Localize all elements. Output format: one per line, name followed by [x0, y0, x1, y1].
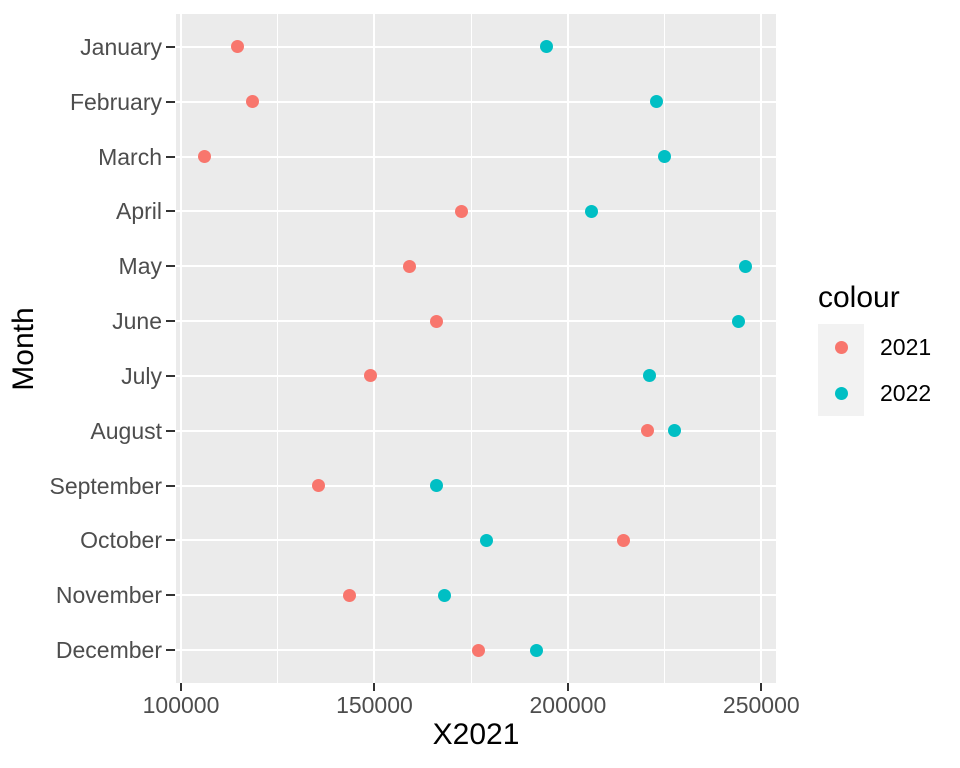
data-point-april-2021 [454, 204, 468, 218]
x-axis-tick-100000 [180, 683, 183, 691]
y-axis-tick-september [166, 484, 175, 487]
legend: colour 2021 2022 [818, 282, 931, 416]
legend-items: 2021 2022 [818, 324, 931, 416]
gridline-minor-175000 [470, 14, 472, 683]
data-point-february-2021 [246, 95, 260, 109]
data-point-february-2022 [650, 95, 664, 109]
gridline-minor-225000 [664, 14, 666, 683]
gridline-major-august [176, 429, 776, 432]
y-axis-tick-august [166, 429, 175, 432]
data-point-august-2021 [640, 424, 654, 438]
legend-title: colour [818, 281, 900, 314]
y-axis-label-may: May [118, 253, 162, 280]
legend-swatch-2022-icon [834, 386, 848, 400]
y-axis-label-september: September [49, 472, 162, 499]
data-point-july-2021 [364, 369, 378, 383]
data-point-september-2021 [311, 479, 325, 493]
gridline-major-250000 [760, 14, 763, 683]
y-axis-tick-february [166, 100, 175, 103]
gridline-major-january [176, 45, 776, 48]
legend-item-2022: 2022 [818, 370, 931, 416]
y-axis-tick-march [166, 155, 175, 158]
y-axis-label-june: June [112, 308, 162, 335]
data-point-july-2022 [642, 369, 656, 383]
data-point-october-2021 [617, 533, 631, 547]
y-axis-label-december: December [55, 637, 162, 664]
data-point-march-2022 [658, 150, 672, 164]
gridline-major-150000 [373, 14, 376, 683]
y-axis-tick-july [166, 374, 175, 377]
y-axis-label-november: November [55, 582, 162, 609]
gridline-major-february [176, 100, 776, 103]
y-axis-label-march: March [98, 143, 162, 170]
gridline-major-200000 [566, 14, 569, 683]
y-axis-label-january: January [80, 33, 162, 60]
gridline-major-march [176, 155, 776, 158]
data-point-august-2022 [667, 424, 681, 438]
y-axis-label-august: August [90, 417, 162, 444]
y-axis-label-april: April [115, 198, 162, 225]
gridline-major-november [176, 594, 776, 597]
plot-panel [176, 14, 776, 683]
legend-label-2022: 2022 [880, 379, 932, 406]
data-point-january-2021 [230, 40, 244, 54]
y-axis-label-july: July [121, 362, 162, 389]
y-axis-tick-january [166, 45, 175, 48]
data-point-june-2021 [429, 314, 443, 328]
gridline-major-september [176, 484, 776, 487]
y-axis-tick-november [166, 594, 175, 597]
legend-label-2021: 2021 [880, 333, 932, 360]
data-point-june-2022 [731, 314, 745, 328]
y-axis-label-october: October [80, 527, 162, 554]
x-axis-label-150000: 150000 [336, 692, 413, 718]
data-point-may-2021 [402, 259, 416, 273]
legend-key-2021 [818, 324, 864, 370]
y-axis-tick-december [166, 649, 175, 652]
y-axis-label-february: February [69, 88, 162, 115]
gridline-major-may [176, 265, 776, 268]
data-point-april-2022 [584, 204, 598, 218]
y-axis-tick-april [166, 210, 175, 213]
y-axis-title: Month [7, 306, 40, 391]
legend-item-2021: 2021 [818, 324, 931, 370]
data-point-may-2022 [739, 259, 753, 273]
gridline-major-june [176, 320, 776, 323]
gridline-minor-125000 [277, 14, 279, 683]
x-axis-tick-150000 [373, 683, 376, 691]
x-axis-tick-200000 [566, 683, 569, 691]
data-point-march-2021 [197, 150, 211, 164]
data-point-december-2021 [472, 643, 486, 657]
gridline-major-100000 [180, 14, 183, 683]
gridline-major-october [176, 539, 776, 542]
data-point-october-2022 [480, 533, 494, 547]
x-axis-label-100000: 100000 [142, 692, 220, 718]
x-axis-tick-250000 [760, 683, 763, 691]
x-axis-title: X2021 [432, 718, 520, 751]
y-axis-tick-october [166, 539, 175, 542]
y-axis-tick-june [166, 320, 175, 323]
x-axis-label-200000: 200000 [529, 692, 607, 718]
data-point-january-2022 [540, 40, 554, 54]
data-point-september-2022 [429, 479, 443, 493]
data-point-november-2022 [437, 588, 451, 602]
data-point-december-2022 [530, 643, 544, 657]
data-point-november-2021 [342, 588, 356, 602]
gridline-major-april [176, 210, 776, 213]
legend-swatch-2021-icon [834, 340, 848, 354]
y-axis-tick-may [166, 265, 175, 268]
legend-key-2022 [818, 370, 864, 416]
gridline-major-july [176, 374, 776, 377]
x-axis-label-250000: 250000 [722, 692, 800, 718]
